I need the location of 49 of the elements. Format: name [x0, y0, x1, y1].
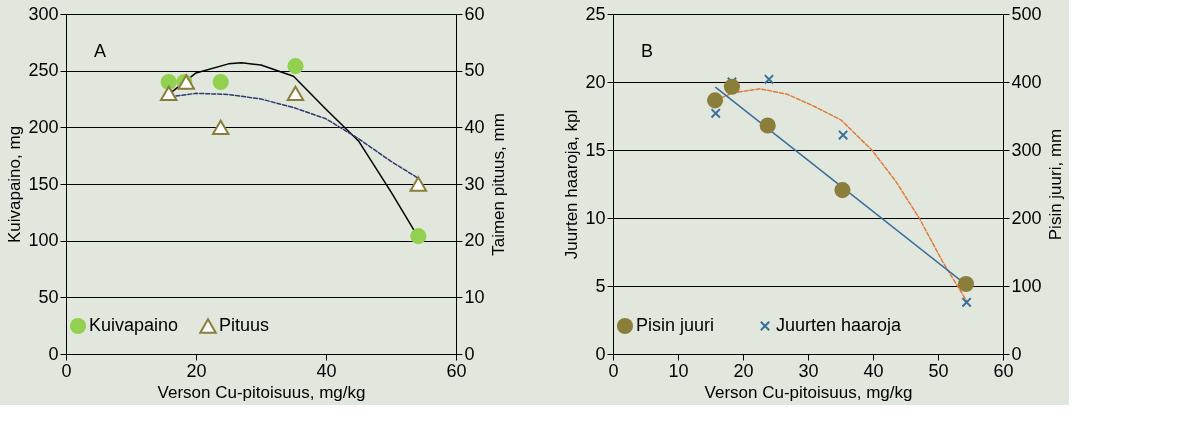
- y2-tick-label: 30: [464, 173, 485, 194]
- legend-label: Juurten haaroja: [776, 315, 903, 335]
- y2-axis-title: Pisin juuri, mm: [1045, 128, 1065, 241]
- y-tick-label: 50: [38, 286, 59, 307]
- y-tick-label: 100: [28, 230, 59, 251]
- x-axis-title: Verson Cu-pitoisuus, mg/kg: [704, 382, 913, 402]
- y2-tick-label: 200: [1011, 207, 1042, 228]
- y-tick-label: 25: [585, 3, 606, 24]
- legend-label: Pisin juuri: [636, 315, 715, 335]
- y2-tick-label: 100: [1011, 275, 1042, 296]
- x-tick-label: 40: [316, 360, 337, 381]
- x-tick-label: 50: [928, 360, 949, 381]
- y-tick-label: 15: [585, 139, 606, 160]
- x-tick-label: 40: [863, 360, 884, 381]
- y-tick-label: 10: [585, 207, 606, 228]
- y-axis-title: Juurten haaroja, kpl: [562, 109, 582, 260]
- y-tick-label: 300: [28, 3, 59, 24]
- y2-tick-label: 20: [464, 230, 485, 251]
- y2-tick-label: 300: [1011, 139, 1042, 160]
- y2-tick-label: 60: [464, 3, 485, 24]
- x-tick-label: 20: [733, 360, 754, 381]
- y-tick-label: 0: [48, 343, 59, 364]
- y-axis-title: Kuivapaino, mg: [5, 125, 25, 244]
- y2-axis-title: Taimen pituus, mm: [488, 113, 508, 256]
- y2-tick-label: 50: [464, 60, 485, 81]
- annotation: A: [94, 41, 107, 61]
- x-tick-label: 0: [61, 360, 72, 381]
- y2-tick-label: 0: [464, 343, 475, 364]
- y2-tick-label: 0: [1011, 343, 1022, 364]
- y-tick-label: 0: [595, 343, 606, 364]
- y2-tick-label: 400: [1011, 71, 1042, 92]
- x-tick-label: 10: [668, 360, 689, 381]
- x-tick-label: 60: [446, 360, 467, 381]
- legend-label: Pituus: [219, 315, 270, 335]
- y-tick-label: 150: [28, 173, 59, 194]
- y-tick-label: 250: [28, 60, 59, 81]
- y2-tick-label: 40: [464, 116, 485, 137]
- legend-label: Kuivapaino: [89, 315, 179, 335]
- y-tick-label: 200: [28, 116, 59, 137]
- y-tick-label: 20: [585, 71, 606, 92]
- y-tick-label: 5: [595, 275, 606, 296]
- y2-tick-label: 500: [1011, 3, 1042, 24]
- x-axis-title: Verson Cu-pitoisuus, mg/kg: [157, 382, 366, 402]
- x-tick-label: 0: [608, 360, 619, 381]
- x-tick-label: 30: [798, 360, 819, 381]
- x-tick-label: 60: [993, 360, 1014, 381]
- annotation: B: [641, 41, 654, 61]
- x-tick-label: 20: [186, 360, 207, 381]
- y2-tick-label: 10: [464, 286, 485, 307]
